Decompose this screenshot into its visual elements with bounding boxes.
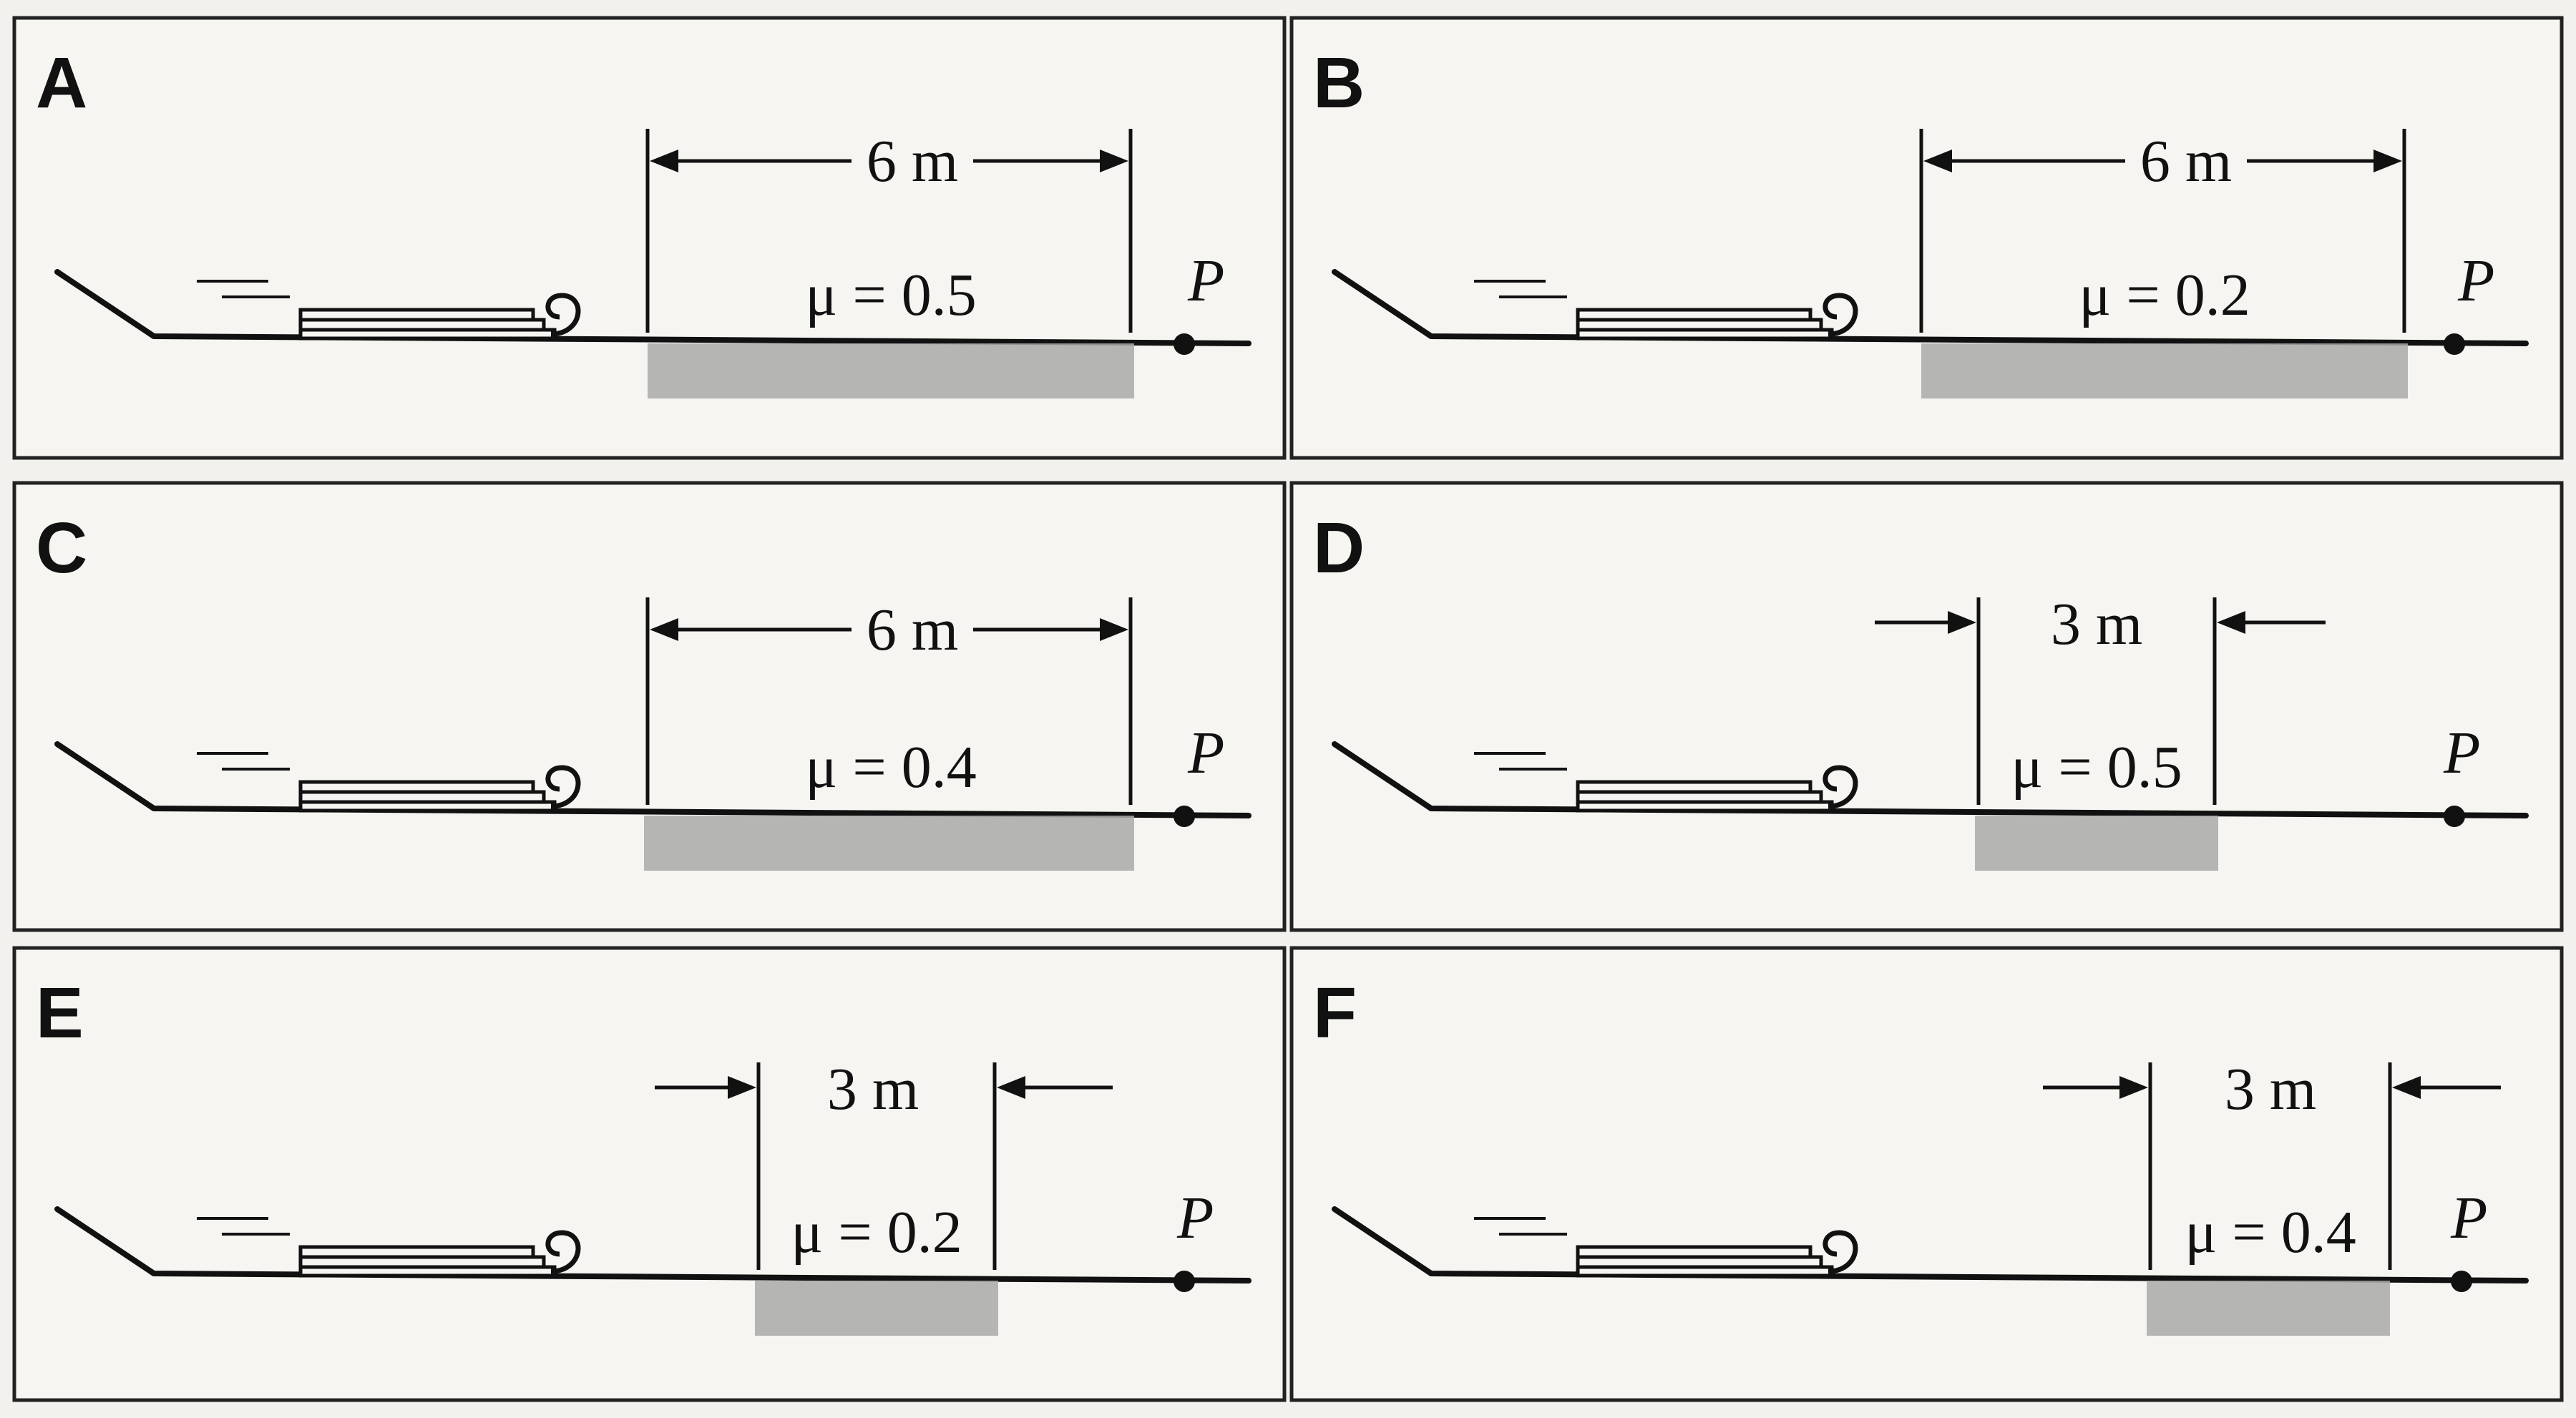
- point-p-label: P: [2457, 248, 2494, 314]
- distance-label: 3 m: [2225, 1056, 2316, 1123]
- panel-letter: F: [1313, 973, 1357, 1053]
- distance-label: 6 m: [867, 597, 958, 663]
- friction-coefficient-label: μ = 0.4: [2185, 1199, 2356, 1266]
- panel-letter: C: [36, 508, 87, 588]
- speed-lines: [1474, 280, 1567, 298]
- speed-lines: [1474, 752, 1567, 771]
- point-p: [2444, 333, 2465, 355]
- distance-dimension: 3 m: [1875, 591, 2326, 805]
- friction-coefficient-label: μ = 0.5: [2011, 734, 2182, 801]
- point-p: [2444, 806, 2465, 827]
- distance-dimension: 6 m: [645, 128, 1133, 333]
- friction-coefficient-label: μ = 0.2: [791, 1199, 962, 1266]
- distance-dimension: 6 m: [645, 597, 1133, 805]
- friction-region: [755, 1281, 998, 1336]
- panel-b: B 6 m μ = 0.2 P: [1289, 16, 2564, 460]
- distance-label: 3 m: [827, 1056, 919, 1123]
- ground-track: [54, 1206, 1252, 1283]
- point-p: [1174, 1271, 1195, 1292]
- distance-label: 3 m: [2051, 591, 2142, 657]
- friction-coefficient-label: μ = 0.4: [805, 734, 976, 801]
- panel-letter: A: [36, 43, 87, 123]
- point-p-label: P: [2443, 720, 2480, 786]
- panel-c: C 6 m μ = 0.4 P: [12, 481, 1287, 932]
- point-p: [1174, 333, 1195, 355]
- speed-lines: [197, 752, 290, 771]
- ground-track: [1332, 741, 2529, 818]
- point-p: [1174, 806, 1195, 827]
- panel-f: F 3 m μ = 0.4 P: [1289, 946, 2564, 1402]
- panel-letter: D: [1313, 508, 1365, 588]
- distance-dimension: 3 m: [2043, 1056, 2501, 1270]
- panel-d: D 3 m μ = 0.5 P: [1289, 481, 2564, 932]
- panel-e: E 3 m μ = 0.2 P: [12, 946, 1287, 1402]
- distance-label: 6 m: [2140, 128, 2232, 195]
- ground-track: [54, 741, 1252, 818]
- friction-region: [644, 816, 1134, 871]
- panel-frame: [12, 946, 1287, 1402]
- point-p-label: P: [1187, 248, 1224, 314]
- ground-track: [1332, 1206, 2529, 1283]
- point-p-label: P: [1176, 1185, 1214, 1251]
- distance-dimension: 6 m: [1919, 128, 2406, 333]
- friction-region: [2147, 1281, 2390, 1336]
- friction-coefficient-label: μ = 0.2: [2079, 262, 2250, 328]
- point-p: [2451, 1271, 2472, 1292]
- panel-frame: [1289, 481, 2564, 932]
- point-p-label: P: [1187, 720, 1224, 786]
- ground-track: [1332, 269, 2529, 346]
- friction-region: [1921, 343, 2408, 398]
- distance-label: 6 m: [867, 128, 958, 195]
- panel-a: A 6 m μ = 0.5 P: [12, 16, 1287, 460]
- friction-region: [1975, 816, 2218, 871]
- panel-letter: B: [1313, 43, 1365, 123]
- speed-lines: [197, 1217, 290, 1236]
- speed-lines: [1474, 1217, 1567, 1236]
- speed-lines: [197, 280, 290, 298]
- ground-track: [54, 269, 1252, 346]
- panel-letter: E: [36, 973, 84, 1053]
- point-p-label: P: [2450, 1185, 2487, 1251]
- distance-dimension: 3 m: [655, 1056, 1113, 1270]
- friction-coefficient-label: μ = 0.5: [805, 262, 976, 328]
- friction-region: [648, 343, 1134, 398]
